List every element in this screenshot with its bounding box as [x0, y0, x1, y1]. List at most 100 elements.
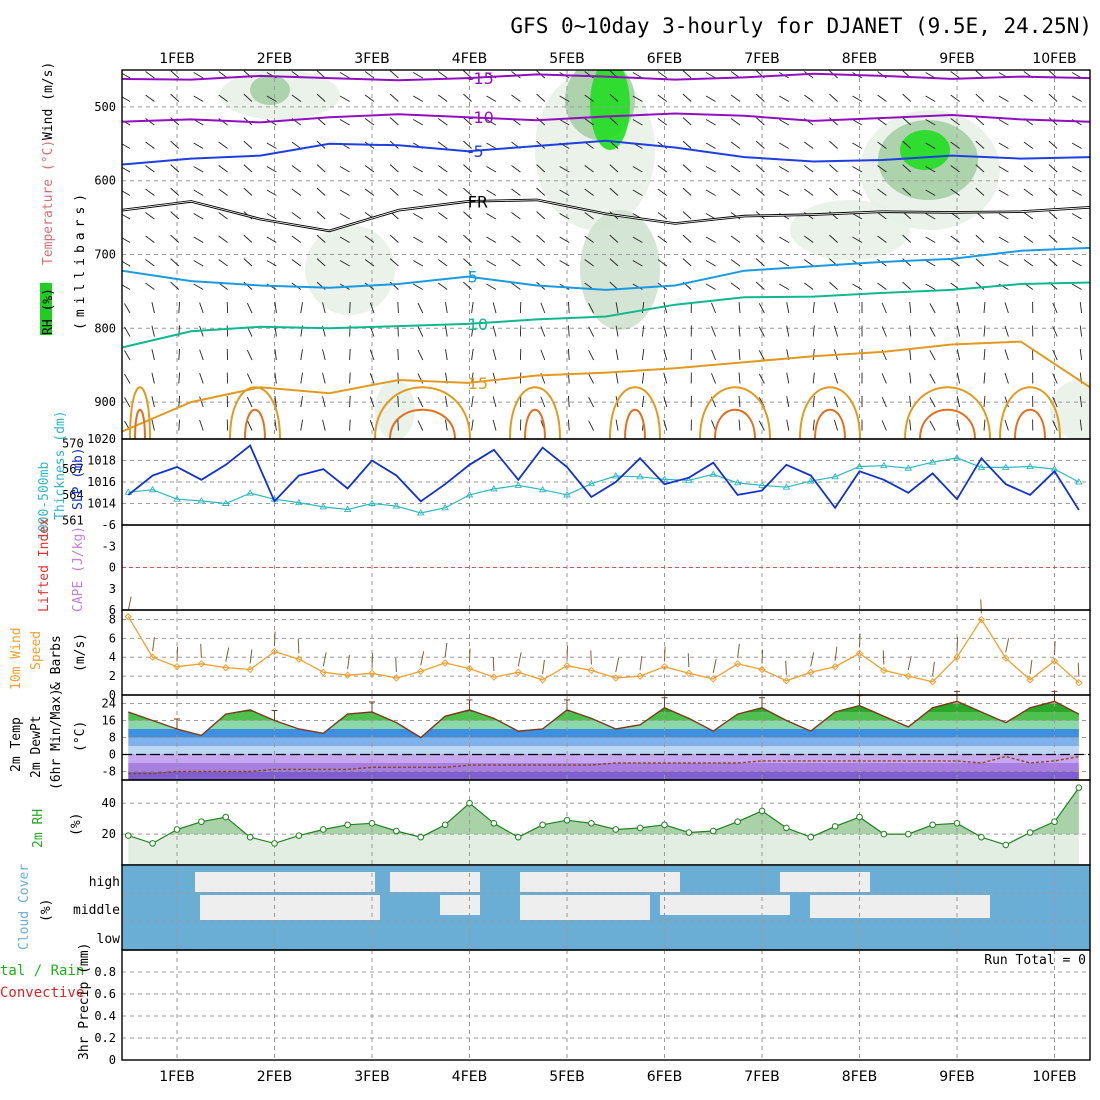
wind-barb	[349, 301, 351, 314]
wind-barb	[397, 325, 399, 337]
wind-barb	[852, 213, 863, 220]
wind-barb	[536, 187, 546, 196]
wind-speed-point	[222, 663, 230, 672]
wind-barb	[369, 420, 375, 431]
wind-barb	[975, 258, 985, 267]
wind-barb	[738, 419, 741, 431]
wind-barb	[711, 302, 717, 314]
wind-speed-point	[148, 653, 157, 661]
minmax-marker	[856, 695, 863, 706]
rh-point	[612, 826, 620, 833]
wind-barb	[339, 166, 350, 173]
wind-barb	[730, 141, 741, 149]
wind-barb	[559, 166, 570, 173]
wind-barb	[925, 213, 936, 220]
wind-barb	[909, 372, 912, 384]
wind-barb	[902, 187, 912, 196]
wind-barb	[609, 164, 619, 173]
wind-barb	[438, 259, 448, 267]
wind-barb	[663, 325, 668, 337]
temperature-contour	[919, 408, 976, 439]
wind-barb	[852, 119, 863, 126]
wind-barb	[199, 396, 204, 408]
wind-barb	[413, 166, 424, 173]
wind-barb	[1048, 164, 1058, 173]
rh-point	[685, 829, 693, 836]
thickness-point	[904, 464, 913, 471]
wind-barb	[145, 94, 155, 102]
wind-barb	[567, 325, 570, 337]
rh-point	[856, 813, 863, 821]
wind-barb	[682, 93, 692, 102]
wind-barb	[615, 419, 619, 431]
temperature-contour	[122, 72, 1090, 82]
wind-barb	[682, 117, 692, 126]
wind-barb	[761, 649, 764, 664]
wind-barb	[950, 165, 960, 173]
wind-speed-point	[295, 655, 303, 663]
wind-barb	[812, 349, 815, 361]
temperature-contour	[609, 386, 661, 439]
wind-barb	[804, 282, 814, 290]
wind-barb	[983, 372, 986, 384]
wind-barb	[463, 117, 472, 126]
wind-barb	[859, 633, 861, 648]
wind-barb	[397, 419, 399, 431]
wind-barb	[445, 325, 448, 337]
wind-barb	[364, 188, 375, 196]
wind-barb	[463, 211, 472, 220]
wind-barb	[705, 72, 716, 79]
wind-barb	[1052, 373, 1058, 384]
wind-barb	[738, 325, 741, 337]
wind-barb	[417, 302, 424, 314]
temp-label-a: 2m Temp	[9, 717, 24, 772]
temp-series	[128, 700, 1080, 739]
wind-barb	[1004, 349, 1009, 361]
wind-barb	[929, 397, 936, 408]
wind-barb	[170, 70, 180, 79]
wind-barb	[705, 166, 716, 173]
wind-barb	[364, 94, 375, 102]
wind-barb	[588, 373, 595, 384]
wind-barb	[567, 348, 570, 361]
rh-point	[271, 840, 278, 847]
upper-mb-label: (millibars)	[73, 189, 88, 330]
rh-point	[734, 818, 741, 826]
wind-barb	[420, 651, 425, 666]
wind-speed-point	[490, 673, 498, 681]
wind-speed-point	[928, 678, 937, 686]
wind-barb	[266, 189, 277, 196]
wind-barb	[397, 301, 399, 314]
date-label: 2FEB	[257, 51, 292, 67]
wind-speed-point	[246, 665, 254, 674]
y-tick-label: 3	[109, 582, 116, 596]
wind-barb	[804, 259, 814, 267]
date-label: 3FEB	[354, 1069, 389, 1085]
wind-speed-point	[124, 612, 132, 621]
rh-point	[344, 821, 351, 829]
wind-barb	[438, 94, 448, 102]
wind-speed-point	[660, 662, 669, 671]
wind-barb	[829, 234, 838, 243]
wind-barb	[243, 187, 253, 196]
wind-barb	[909, 325, 912, 337]
precip-label-b: Convective	[0, 985, 84, 1001]
wind-barb	[998, 119, 1009, 126]
wind-barb	[246, 302, 253, 314]
wind-barb	[852, 142, 863, 149]
wind-barb	[364, 259, 375, 267]
wind-barb	[492, 419, 497, 431]
date-label: 10FEB	[1032, 51, 1076, 67]
temperature-contour	[999, 386, 1061, 439]
wind-barb	[413, 260, 424, 267]
wind-barb	[445, 349, 448, 361]
cloud-panel: high middle low Cloud Cover (%)	[17, 864, 1091, 951]
wind-barb	[463, 258, 472, 267]
wind-barb	[1048, 93, 1058, 102]
rh-point	[368, 819, 376, 827]
wind-barb	[193, 72, 204, 79]
wind-speed-point	[392, 674, 401, 682]
wind-barb	[812, 372, 815, 384]
wind-barb	[909, 349, 912, 361]
wind-barb	[152, 637, 155, 652]
